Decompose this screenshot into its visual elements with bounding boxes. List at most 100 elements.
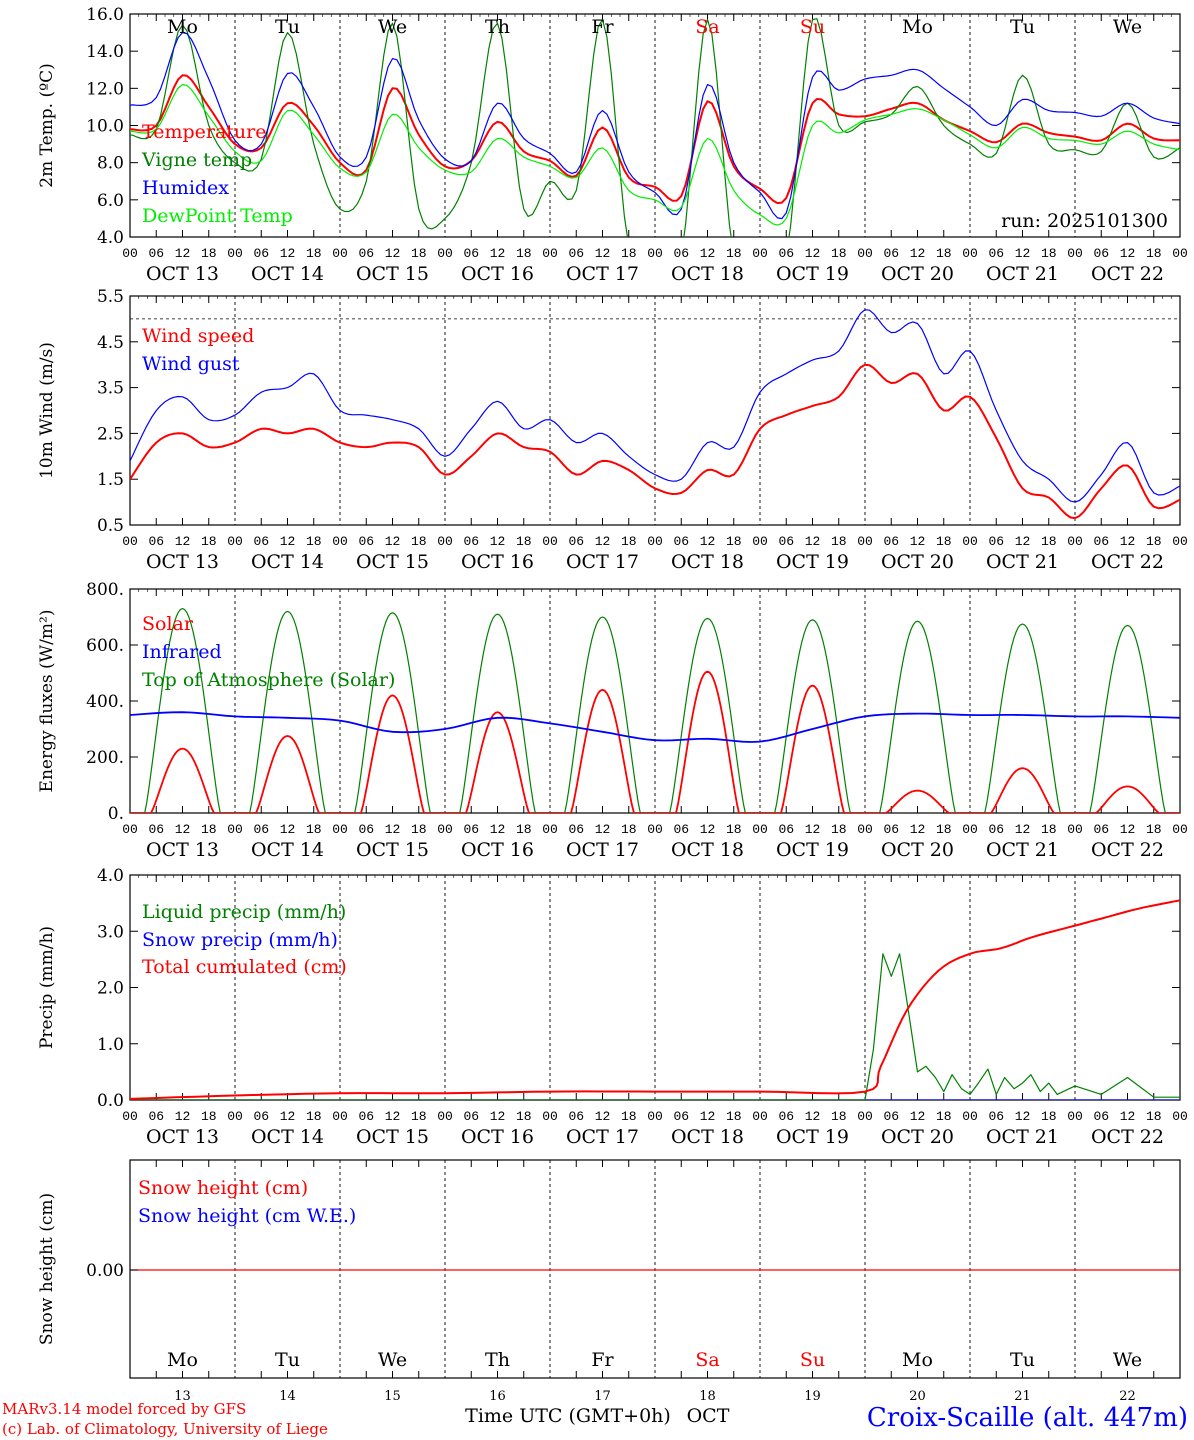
hour-tick-label: 12: [700, 822, 716, 837]
hour-tick-label: 06: [1093, 1109, 1109, 1124]
y-tick-label: 4.5: [97, 333, 124, 353]
date-label: OCT 21: [986, 839, 1059, 861]
date-number: 21: [1014, 1389, 1031, 1404]
hour-tick-label: 06: [673, 534, 689, 549]
weekday-label: Tu: [275, 16, 300, 38]
date-label: OCT 18: [671, 263, 744, 285]
plot-border: [129, 588, 1181, 814]
hour-tick-label: 12: [805, 534, 821, 549]
hour-tick-label: 18: [1041, 1109, 1057, 1124]
hour-tick-label: 18: [411, 1109, 427, 1124]
hour-tick-label: 12: [1120, 246, 1136, 261]
panel-2-frame: [129, 295, 1181, 526]
hour-tick-label: 00: [437, 822, 453, 837]
temperature-line: [130, 74, 1180, 205]
legend-entry: DewPoint Temp: [142, 205, 293, 227]
hour-tick-label: 12: [595, 246, 611, 261]
date-number: 13: [174, 1389, 191, 1404]
hour-tick-label: 18: [516, 246, 532, 261]
hour-tick-label: 06: [1093, 822, 1109, 837]
hour-tick-label: 18: [1041, 246, 1057, 261]
hour-tick-label: 18: [621, 1109, 637, 1124]
hour-tick-label: 00: [437, 1109, 453, 1124]
y-tick-label: 2.0: [97, 979, 124, 999]
hour-tick-label: 06: [778, 1109, 794, 1124]
hour-tick-label: 12: [805, 246, 821, 261]
date-label: OCT 21: [986, 551, 1059, 573]
hour-tick-label: 00: [1067, 246, 1083, 261]
hour-tick-label: 06: [358, 534, 374, 549]
hour-tick-label: 00: [1172, 1109, 1188, 1124]
hour-tick-label: 06: [883, 246, 899, 261]
y-tick-label: 0.: [108, 804, 124, 824]
hour-tick-label: 00: [332, 1109, 348, 1124]
legend-entry: Top of Atmosphere (Solar): [142, 669, 395, 691]
y-axis-label: 2m Temp. (ºC): [37, 63, 57, 188]
date-number: 14: [279, 1389, 296, 1404]
hour-tick-label: 12: [490, 822, 506, 837]
hour-tick-label: 00: [1172, 246, 1188, 261]
hour-tick-label: 18: [621, 246, 637, 261]
hour-tick-label: 00: [962, 822, 978, 837]
y-axis-label: Snow height (cm): [37, 1193, 57, 1345]
hour-tick-label: 12: [1120, 534, 1136, 549]
date-label: OCT 17: [566, 263, 639, 285]
legend-entry: Wind speed: [142, 325, 254, 347]
hour-tick-label: 00: [437, 246, 453, 261]
infrared-line: [130, 711, 1180, 743]
hour-tick-label: 12: [175, 534, 191, 549]
date-label: OCT 16: [461, 263, 534, 285]
y-tick-label: 200.: [86, 748, 124, 768]
hour-tick-label: 06: [463, 246, 479, 261]
hour-tick-label: 06: [883, 1109, 899, 1124]
date-label: OCT 18: [671, 839, 744, 861]
station-title: Croix-Scaille (alt. 447m): [867, 1403, 1188, 1433]
hour-tick-label: 12: [490, 1109, 506, 1124]
weekday-label: Th: [485, 16, 510, 38]
weekday-label: We: [378, 1349, 407, 1371]
hour-tick-label: 18: [411, 822, 427, 837]
humidex-line: [130, 32, 1180, 220]
hour-tick-label: 06: [778, 534, 794, 549]
hour-tick-label: 06: [673, 246, 689, 261]
hour-tick-label: 12: [280, 246, 296, 261]
hour-tick-label: 12: [1015, 534, 1031, 549]
hour-tick-label: 00: [1067, 534, 1083, 549]
weekday-label: Su: [800, 16, 825, 38]
date-label: OCT 19: [776, 839, 849, 861]
hour-tick-label: 12: [280, 822, 296, 837]
date-label: OCT 14: [251, 263, 324, 285]
hour-tick-label: 00: [122, 1109, 138, 1124]
month-label: OCT: [687, 1405, 730, 1427]
weekday-label: We: [1113, 16, 1142, 38]
legend-entry: Liquid precip (mm/h): [142, 901, 346, 923]
date-number: 19: [804, 1389, 821, 1404]
y-tick-label: 4.0: [97, 228, 124, 248]
hour-tick-label: 12: [1120, 1109, 1136, 1124]
hour-tick-label: 18: [516, 1109, 532, 1124]
hour-tick-label: 00: [857, 534, 873, 549]
date-label: OCT 14: [251, 551, 324, 573]
hour-tick-label: 00: [1067, 822, 1083, 837]
solar-line: [130, 670, 1180, 813]
hour-tick-label: 00: [332, 822, 348, 837]
date-label: OCT 16: [461, 839, 534, 861]
hour-tick-label: 12: [280, 1109, 296, 1124]
hour-tick-label: 06: [883, 534, 899, 549]
y-tick-label: 1.5: [97, 470, 124, 490]
hour-tick-label: 00: [227, 822, 243, 837]
hour-tick-label: 18: [201, 1109, 217, 1124]
hour-tick-label: 06: [1093, 534, 1109, 549]
hour-tick-label: 00: [542, 246, 558, 261]
hour-tick-label: 18: [726, 534, 742, 549]
hour-tick-label: 18: [831, 1109, 847, 1124]
hour-tick-label: 06: [358, 1109, 374, 1124]
y-tick-label: 12.0: [86, 79, 124, 99]
date-label: OCT 15: [356, 551, 429, 573]
weekday-label: Su: [800, 1349, 825, 1371]
date-number: 18: [699, 1389, 716, 1404]
y-tick-label: 5.5: [97, 287, 124, 307]
hour-tick-label: 12: [175, 822, 191, 837]
date-label: OCT 14: [251, 839, 324, 861]
date-label: OCT 15: [356, 839, 429, 861]
